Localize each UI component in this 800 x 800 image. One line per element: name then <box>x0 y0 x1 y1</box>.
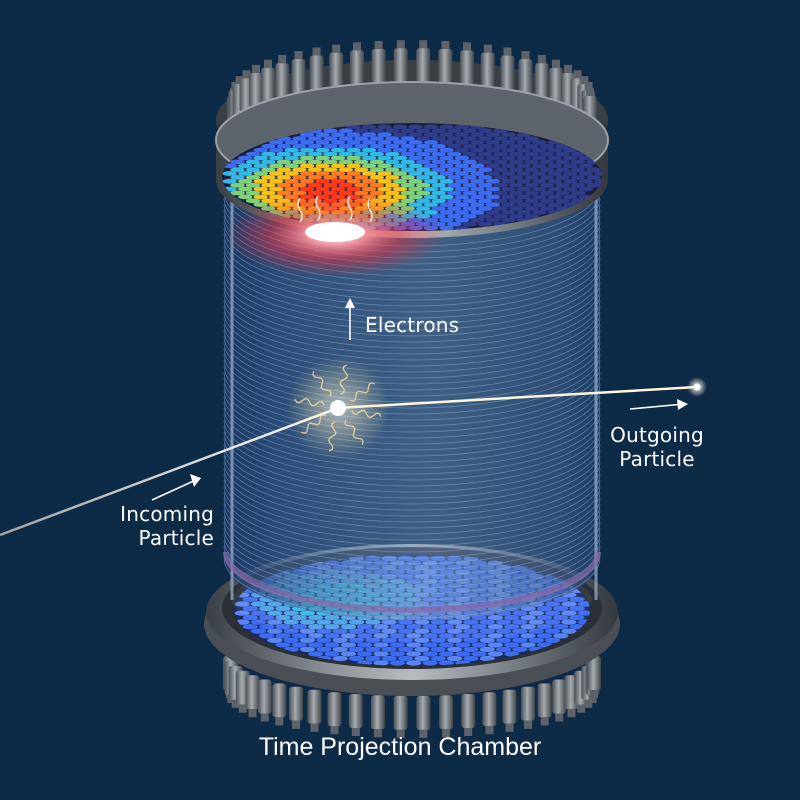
incoming-label-line2: Particle <box>138 526 214 550</box>
particle-tracks <box>0 377 707 537</box>
light-flash <box>225 193 445 277</box>
outgoing-arrow <box>629 403 685 410</box>
incoming-particle-track <box>0 406 339 537</box>
bottom-pmt-bases <box>223 656 601 738</box>
electrons-label: Electrons <box>365 313 460 337</box>
incoming-particle-label: Incoming Particle <box>96 502 214 550</box>
field-cage-cylinder <box>223 180 601 620</box>
outgoing-particle-track <box>337 385 698 410</box>
outgoing-label-line2: Particle <box>619 447 695 471</box>
outgoing-particle-label: Outgoing Particle <box>594 423 720 471</box>
outgoing-label-line1: Outgoing <box>610 423 704 447</box>
incoming-label-line1: Incoming <box>120 502 214 526</box>
label-arrows <box>151 298 688 501</box>
incoming-arrow <box>151 478 199 501</box>
interaction-vertex <box>286 356 390 460</box>
figure-title: Time Projection Chamber <box>258 733 542 761</box>
